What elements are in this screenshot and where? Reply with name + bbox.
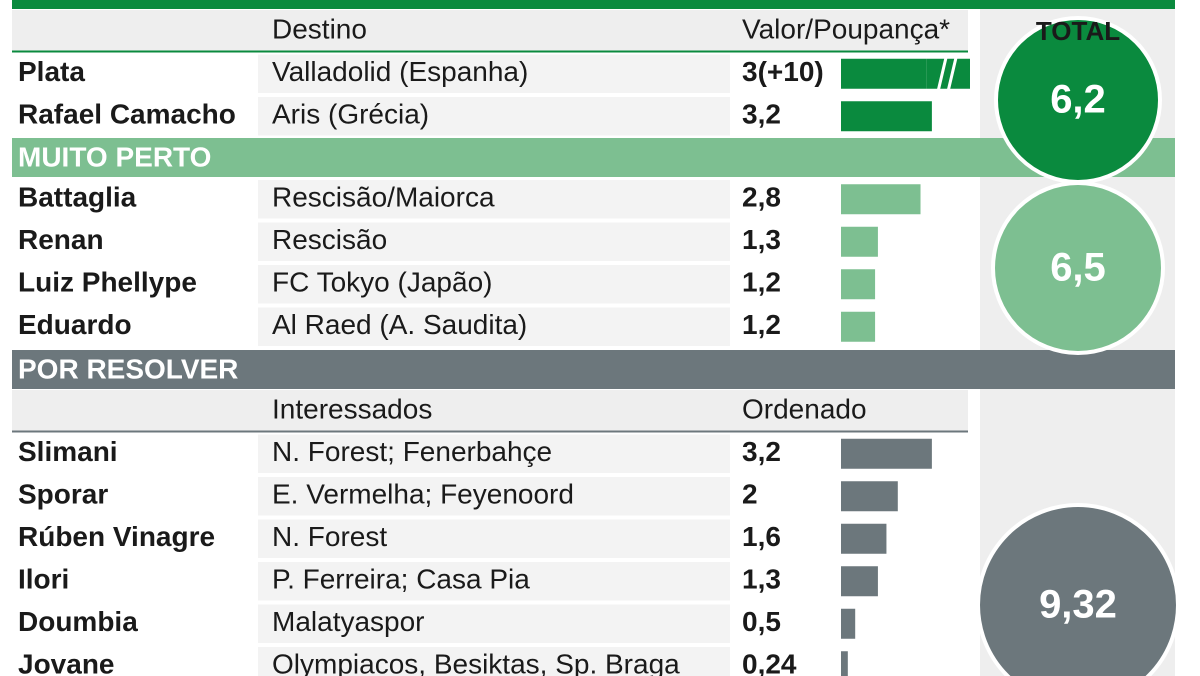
value-bar [841, 523, 887, 554]
row-value: 3(+10) [742, 56, 824, 87]
row-bg [258, 307, 730, 346]
row-detail: Aris (Grécia) [272, 99, 429, 130]
row-detail: Rescisão/Maiorca [272, 182, 495, 213]
section-title: POR RESOLVER [18, 353, 238, 384]
total-value: 9,32 [1039, 583, 1117, 627]
column-header: Interessados [272, 394, 432, 425]
row-name: Renan [18, 224, 104, 255]
row-value: 3,2 [742, 99, 781, 130]
row-name: Plata [18, 56, 85, 87]
row-value: 2,8 [742, 182, 781, 213]
row-bg [258, 477, 730, 516]
row-value: 1,2 [742, 267, 781, 298]
value-bar [841, 566, 878, 597]
row-detail: FC Tokyo (Japão) [272, 267, 492, 298]
row-value: 1,6 [742, 521, 781, 552]
column-header: Valor/Poupança* [742, 14, 950, 45]
row-value: 0,24 [742, 649, 797, 676]
section-title: MUITO PERTO [18, 141, 211, 172]
row-name: Ilori [18, 564, 69, 595]
total-value: 6,2 [1050, 78, 1106, 122]
row-detail: N. Forest; Fenerbahçe [272, 436, 552, 467]
row-detail: Valladolid (Espanha) [272, 56, 528, 87]
row-detail: N. Forest [272, 521, 387, 552]
total-header: TOTAL [1036, 16, 1120, 46]
extra-bar [926, 58, 970, 89]
row-name: Battaglia [18, 182, 137, 213]
row-detail: Al Raed (A. Saudita) [272, 309, 527, 340]
value-bar [841, 184, 921, 215]
row-name: Rúben Vinagre [18, 521, 215, 552]
row-value: 1,2 [742, 309, 781, 340]
row-name: Luiz Phellype [18, 267, 197, 298]
total-circle [976, 503, 1180, 676]
row-value: 1,3 [742, 564, 781, 595]
total-value: 6,5 [1050, 246, 1106, 290]
row-name: Doumbia [18, 606, 138, 637]
row-bg [258, 434, 730, 473]
section-title: CASOS RESOLVIDOS [18, 0, 307, 4]
row-bg [258, 604, 730, 643]
row-bg [258, 222, 730, 261]
row-value: 0,5 [742, 606, 781, 637]
section-bar [12, 138, 1175, 177]
row-detail: Olympiacos, Besiktas, Sp. Braga [272, 649, 680, 676]
column-header: Ordenado [742, 394, 867, 425]
section-bar [12, 0, 1175, 9]
row-name: Jovane [18, 649, 115, 676]
column-header: Destino [272, 14, 367, 45]
row-bg [258, 54, 730, 93]
row-value: 2 [742, 479, 758, 510]
row-bg [258, 519, 730, 558]
row-detail: P. Ferreira; Casa Pia [272, 564, 530, 595]
header-row [12, 10, 968, 51]
row-detail: Malatyaspor [272, 606, 425, 637]
row-bg [258, 180, 730, 219]
section-bar [12, 350, 1175, 389]
value-bar [841, 269, 876, 300]
total-circle [991, 181, 1165, 355]
value-bar [841, 481, 898, 512]
value-bar [841, 311, 876, 342]
value-bar [841, 651, 848, 676]
bar-break [936, 56, 958, 92]
row-name: Slimani [18, 436, 118, 467]
value-bar [841, 438, 932, 469]
row-bg [258, 647, 730, 676]
row-detail: Rescisão [272, 224, 387, 255]
header-row [12, 390, 968, 431]
row-detail: E. Vermelha; Feyenoord [272, 479, 574, 510]
row-name: Rafael Camacho [18, 99, 236, 130]
value-bar [841, 226, 878, 257]
row-value: 3,2 [742, 436, 781, 467]
row-bg [258, 97, 730, 136]
row-bg [258, 265, 730, 304]
row-value: 1,3 [742, 224, 781, 255]
value-bar [841, 58, 927, 89]
value-bar [841, 608, 856, 639]
row-bg [258, 562, 730, 601]
value-bar [841, 101, 932, 132]
row-name: Eduardo [18, 309, 132, 340]
row-name: Sporar [18, 479, 108, 510]
